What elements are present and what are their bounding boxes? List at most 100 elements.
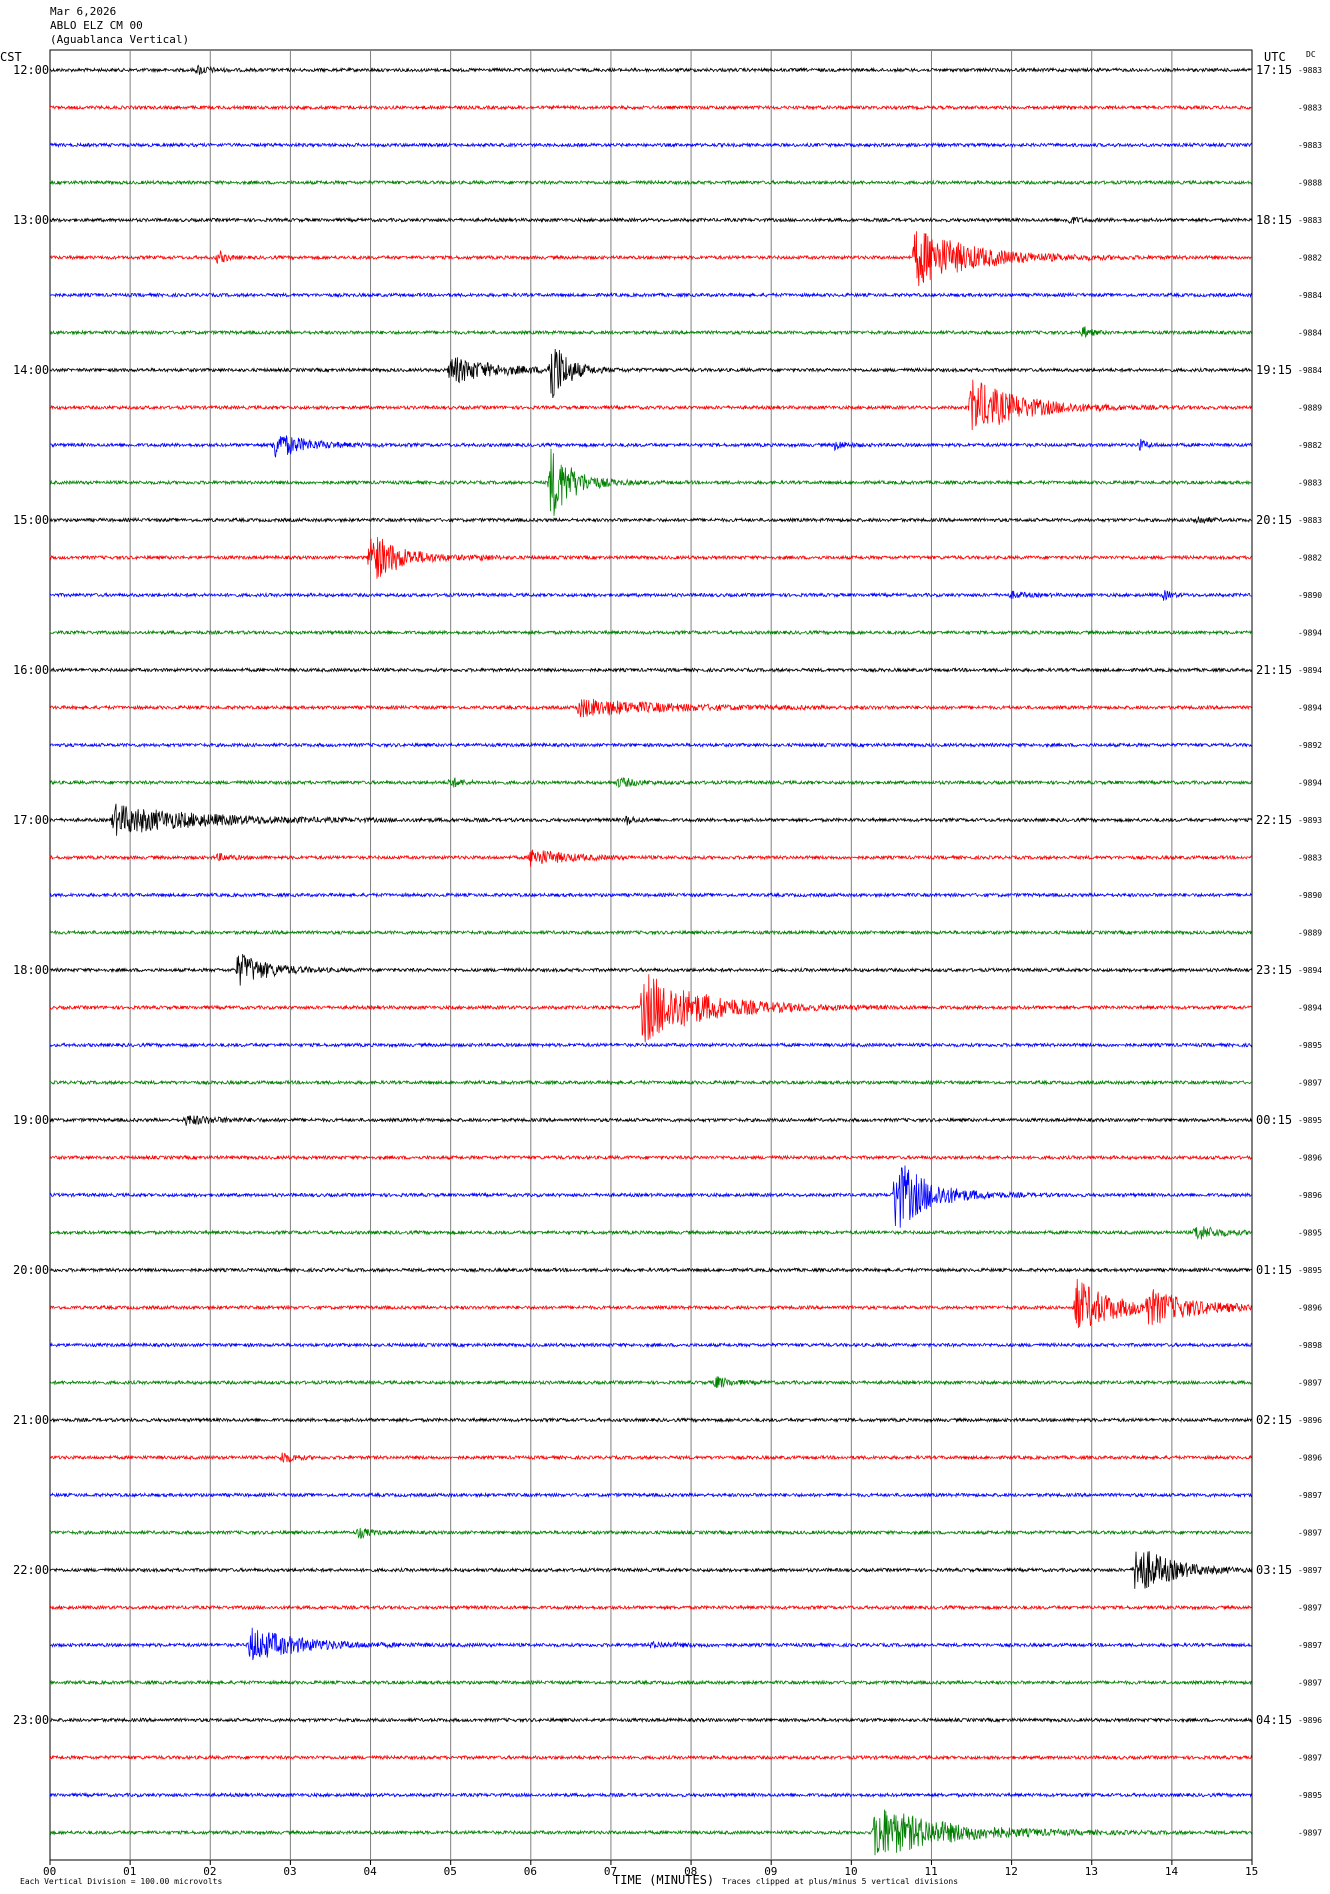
right-hour-label: 01:15 [1256,1263,1292,1277]
trace-line [49,179,1253,186]
trace-line [49,849,1253,867]
left-hour-label: 18:00 [13,963,49,977]
dc-offset-label: -9897 [1298,1566,1322,1575]
dc-offset-label: -9883 [1298,66,1322,75]
trace-line [49,379,1253,431]
dc-offset-label: -9894 [1298,704,1322,713]
trace-line [49,1754,1253,1761]
right-hour-label: 00:15 [1256,1113,1292,1127]
trace-line [49,698,1253,718]
x-tick-label: 03 [283,1865,296,1878]
trace-line [49,216,1253,224]
trace-line [49,64,1253,75]
dc-offset-label: -9897 [1298,1641,1322,1650]
right-hour-label: 19:15 [1256,363,1292,377]
x-axis-title: TIME (MINUTES) [613,1873,714,1887]
left-hour-label: 13:00 [13,213,49,227]
trace-line [49,1527,1253,1540]
axis-labels: CST UTC DC TIME (MINUTES) Each Vertical … [0,50,1322,1887]
dc-offset-label: -9896 [1298,1304,1322,1313]
trace-line [49,1716,1253,1724]
x-tick-label: 12 [1005,1865,1018,1878]
trace-line [49,777,1253,789]
header-line-3: (Aguablanca Vertical) [50,33,190,46]
dc-offset-label: -9897 [1298,1379,1322,1388]
dc-offset-label: -9883 [1298,516,1322,525]
x-tick-label: 00 [43,1865,56,1878]
right-hour-label: 22:15 [1256,813,1292,827]
dc-offset-label: -9894 [1298,1004,1322,1013]
x-tick-label: 09 [764,1865,777,1878]
trace-line [49,590,1252,601]
trace-line [49,666,1253,674]
trace-line [49,1376,1252,1389]
dc-offset-label: -9895 [1298,1041,1322,1050]
dc-offset-label: -9884 [1298,329,1322,338]
trace-line [49,974,1252,1043]
trace-line [49,1791,1253,1799]
left-hour-label: 23:00 [13,1713,49,1727]
dc-offset-label: -9897 [1298,1529,1322,1538]
dc-offset-label: -9897 [1298,1679,1322,1688]
trace-line [49,1341,1253,1349]
dc-offset-label: -9889 [1298,929,1322,938]
right-hour-label: 02:15 [1256,1413,1292,1427]
trace-line [49,291,1253,299]
left-hour-label: 20:00 [13,1263,49,1277]
minute-gridlines [49,49,1253,1865]
dc-offset-label: -9883 [1298,141,1322,150]
trace-line [49,1551,1253,1589]
dc-offset-label: -9884 [1298,291,1322,300]
right-axis-label: UTC [1264,50,1286,64]
dc-offset-label: -9895 [1298,1266,1322,1275]
right-hour-label: 03:15 [1256,1563,1292,1577]
plot-frame [49,49,1253,1861]
x-tick-label: 14 [1165,1865,1179,1878]
left-hour-label: 16:00 [13,663,49,677]
trace-line [49,1041,1253,1049]
x-tick-label: 02 [203,1865,216,1878]
dc-offset-label: -9894 [1298,779,1322,788]
trace-line [49,1154,1253,1161]
dc-offset-label: -9896 [1298,1154,1322,1163]
right-hour-label: 23:15 [1256,963,1292,977]
left-hour-label: 21:00 [13,1413,49,1427]
dc-offset-label: -9896 [1298,1454,1322,1463]
left-hour-label: 17:00 [13,813,49,827]
left-axis-label: CST [0,50,22,64]
trace-line [49,1278,1252,1329]
left-hour-label: 22:00 [13,1563,49,1577]
clip-note: Traces clipped at plus/minus 5 vertical … [722,1877,958,1886]
right-hour-label: 17:15 [1256,63,1292,77]
dc-offset-label: -9883 [1298,479,1322,488]
trace-line [49,1266,1253,1274]
dc-offset-label: -9897 [1298,1491,1322,1500]
right-hour-label: 18:15 [1256,213,1292,227]
x-tick-label: 08 [684,1865,697,1878]
dc-offset-label: -9894 [1298,629,1322,638]
dc-offset-label: -9895 [1298,1791,1322,1800]
x-tick-label: 01 [123,1865,136,1878]
dc-offset-label: -9896 [1298,1416,1322,1425]
x-tick-label: 07 [604,1865,617,1878]
x-tick-label: 06 [524,1865,537,1878]
dc-offset-label: -9883 [1298,104,1322,113]
trace-line [49,231,1252,287]
trace-line [49,448,1252,516]
x-tick-label: 10 [844,1865,857,1878]
trace-line [49,891,1253,899]
dc-offset-label: -9883 [1298,854,1322,863]
seismogram-traces [49,64,1253,1856]
dc-offset-label: -9896 [1298,1716,1322,1725]
dc-offset-label: -9897 [1298,1829,1322,1838]
dc-offset-label: -9892 [1298,741,1322,750]
x-tick-label: 15 [1245,1865,1258,1878]
trace-line [49,1079,1253,1086]
trace-line [49,953,1253,986]
right-hour-label: 20:15 [1256,513,1292,527]
dc-offset-label: -9882 [1298,441,1322,450]
dc-offset-label: -9895 [1298,1229,1322,1238]
dc-offset-label: -9893 [1298,816,1322,825]
trace-line [49,1604,1253,1611]
